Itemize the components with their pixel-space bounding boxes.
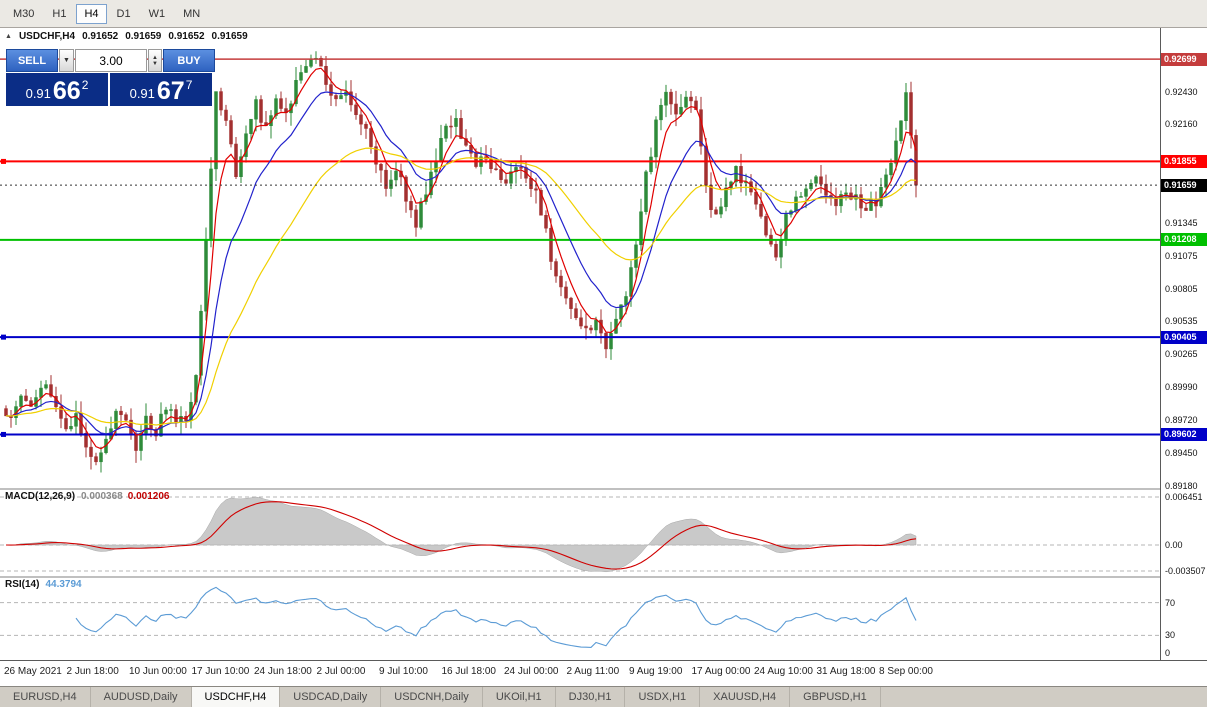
rsi-line [75, 586, 917, 648]
time-axis-label: 9 Aug 19:00 [629, 666, 683, 677]
time-axis-label: 26 May 2021 [4, 666, 62, 677]
macd-name: MACD(12,26,9) [5, 491, 76, 502]
timeframe-button-w1[interactable]: W1 [141, 4, 174, 24]
price-level-tag: 0.90405 [1161, 330, 1207, 344]
sell-price[interactable]: 0.91 66 2 [6, 73, 108, 106]
level-handle[interactable] [1, 334, 6, 340]
chart-canvas[interactable] [0, 28, 1160, 660]
chart-tab-usdx-h1[interactable]: USDX,H1 [625, 687, 701, 707]
timeframe-toolbar: M30 H1 H4 D1 W1 MN [0, 0, 1207, 28]
chart-tab-usdchf-h4[interactable]: USDCHF,H4 [191, 687, 281, 707]
price-axis-tick: 0.92160 [1165, 119, 1198, 130]
chart-tab-usdcnh-daily[interactable]: USDCNH,Daily [381, 687, 483, 707]
buy-price-big: 67 [156, 77, 185, 105]
macd-main-value: 0.000368 [81, 491, 123, 502]
lot-dropdown-icon[interactable]: ▼ [59, 49, 74, 72]
time-axis-label: 8 Sep 00:00 [879, 666, 933, 677]
ohlc-low: 0.91652 [168, 31, 205, 42]
timeframe-button-mn[interactable]: MN [175, 4, 208, 24]
buy-price-prefix: 0.91 [129, 86, 155, 101]
buy-price-pip: 7 [185, 78, 193, 92]
rsi-axis-label: 70 [1165, 597, 1176, 608]
chart-tab-usdcad-daily[interactable]: USDCAD,Daily [280, 687, 382, 707]
time-axis-label: 17 Jun 10:00 [191, 666, 250, 677]
time-axis-label: 24 Aug 10:00 [754, 666, 813, 677]
one-click-trading-panel: SELL ▼ 3.00 ▲ ▼ BUY 0.91 66 2 0.91 67 7 [6, 49, 215, 106]
chart-tab-dj30-h1[interactable]: DJ30,H1 [556, 687, 626, 707]
ohlc-high: 0.91659 [125, 31, 162, 42]
time-axis-label: 9 Jul 10:00 [379, 666, 428, 677]
macd-axis-label: 0.006451 [1165, 492, 1203, 502]
price-axis-tick: 0.89990 [1165, 382, 1198, 393]
rsi-label: RSI(14) 44.3794 [5, 579, 82, 590]
sell-price-big: 66 [52, 77, 81, 105]
current-price-tag: 0.91659 [1161, 178, 1207, 192]
price-axis-tick: 0.89450 [1165, 447, 1198, 458]
symbol-info: ▲ USDCHF,H4 0.91652 0.91659 0.91652 0.91… [5, 31, 248, 42]
macd-histogram [5, 496, 917, 573]
price-axis-tick: 0.91345 [1165, 218, 1198, 229]
macd-signal-line [5, 501, 917, 570]
buy-button[interactable]: BUY [163, 49, 215, 72]
rsi-axis-label: 0 [1165, 648, 1171, 658]
price-axis-tick: 0.90535 [1165, 316, 1198, 327]
chart-tabs-bar: EURUSD,H4 AUDUSD,Daily USDCHF,H4 USDCAD,Dai… [0, 686, 1207, 707]
ohlc-open: 0.91652 [82, 31, 119, 42]
spinner-up-icon[interactable]: ▲ [152, 54, 158, 61]
price-axis-tick: 0.92430 [1165, 86, 1198, 97]
time-axis-label: 2 Jun 18:00 [66, 666, 119, 677]
time-axis-label: 24 Jun 18:00 [254, 666, 312, 677]
price-level-tag: 0.91208 [1161, 233, 1207, 247]
macd-signal-value: 0.001206 [127, 491, 170, 502]
chart-tab-audusd-daily[interactable]: AUDUSD,Daily [91, 687, 192, 707]
price-level-tag: 0.89602 [1161, 427, 1207, 441]
price-level-tag: 0.91855 [1161, 154, 1207, 168]
rsi-axis-label: 30 [1165, 630, 1176, 641]
price-axis-tick: 0.90265 [1165, 349, 1198, 360]
timeframe-button-h1[interactable]: H1 [44, 4, 74, 24]
price-level-tag: 0.92699 [1161, 52, 1207, 66]
sell-price-pip: 2 [81, 78, 89, 92]
macd-axis-label: -0.003507 [1165, 566, 1206, 576]
macd-axis-label: 0.00 [1165, 540, 1183, 550]
time-axis: 26 May 2021 2 Jun 18:00 10 Jun 00:00 17 Jun… [0, 660, 1207, 686]
ohlc-close: 0.91659 [211, 31, 248, 42]
spinner-down-icon[interactable]: ▼ [152, 60, 158, 67]
time-axis-label: 2 Aug 11:00 [566, 666, 620, 677]
time-axis-label: 2 Jul 00:00 [316, 666, 366, 677]
time-axis-label: 24 Jul 00:00 [504, 666, 559, 677]
lot-spinner[interactable]: ▲ ▼ [148, 49, 162, 72]
trade-prices-row: 0.91 66 2 0.91 67 7 [6, 73, 215, 106]
rsi-name: RSI(14) [5, 579, 40, 590]
chart-tab-gbpusd-h1[interactable]: GBPUSD,H1 [790, 687, 881, 707]
buy-price[interactable]: 0.91 67 7 [110, 73, 212, 106]
time-axis-label: 31 Aug 18:00 [816, 666, 876, 677]
level-handle[interactable] [1, 431, 6, 437]
timeframe-button-h4[interactable]: H4 [76, 3, 107, 24]
timeframe-button-m30[interactable]: M30 [5, 4, 42, 24]
level-handle[interactable] [1, 158, 6, 164]
chart-tab-eurusd-h4[interactable]: EURUSD,H4 [0, 687, 91, 707]
lot-size-input[interactable]: 3.00 [75, 49, 147, 72]
sell-button[interactable]: SELL [6, 49, 58, 72]
trade-controls-row: SELL ▼ 3.00 ▲ ▼ BUY [6, 49, 215, 72]
macd-label: MACD(12,26,9) 0.000368 0.001206 [5, 491, 169, 502]
price-axis-tick: 0.90805 [1165, 283, 1198, 294]
time-axis-label: 17 Aug 00:00 [691, 666, 751, 677]
time-axis-label: 10 Jun 00:00 [129, 666, 187, 677]
price-axis-tick: 0.91075 [1165, 250, 1198, 261]
collapse-icon[interactable]: ▲ [5, 33, 12, 40]
price-axis-tick: 0.89180 [1165, 480, 1198, 491]
price-axis: 0.92430 0.92160 0.91345 0.91075 0.90805 0.905… [1160, 28, 1207, 660]
rsi-value: 44.3794 [45, 579, 82, 590]
chart-tab-xauusd-h4[interactable]: XAUUSD,H4 [700, 687, 791, 707]
chart-tab-ukoil-h1[interactable]: UKOil,H1 [483, 687, 556, 707]
symbol-name: USDCHF,H4 [18, 31, 76, 42]
price-axis-tick: 0.89720 [1165, 415, 1198, 426]
chart-area: ▲ USDCHF,H4 0.91652 0.91659 0.91652 0.91… [0, 28, 1207, 686]
time-axis-label: 16 Jul 18:00 [441, 666, 497, 677]
sell-price-prefix: 0.91 [25, 86, 51, 101]
timeframe-button-d1[interactable]: D1 [109, 4, 139, 24]
candlesticks [4, 51, 918, 473]
